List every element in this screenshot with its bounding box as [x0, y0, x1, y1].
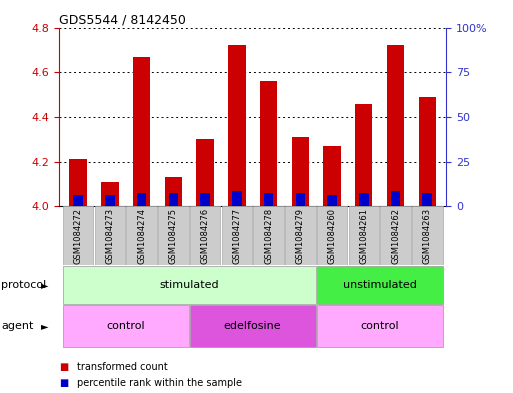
Bar	[101, 182, 119, 206]
Bar	[105, 195, 114, 206]
Bar	[222, 206, 252, 265]
Text: GSM1084277: GSM1084277	[232, 208, 241, 264]
Bar	[165, 177, 182, 206]
Bar	[423, 193, 432, 206]
Bar	[253, 206, 284, 265]
Bar	[200, 193, 210, 206]
Bar	[228, 45, 246, 206]
Text: GSM1084274: GSM1084274	[137, 208, 146, 264]
Bar	[169, 193, 178, 206]
Bar	[133, 57, 150, 206]
Text: stimulated: stimulated	[160, 280, 219, 290]
Bar	[355, 103, 372, 206]
Text: control: control	[106, 321, 145, 331]
Bar	[260, 81, 277, 206]
Bar	[391, 191, 400, 206]
Bar	[359, 193, 368, 206]
Text: GSM1084272: GSM1084272	[73, 208, 83, 264]
Bar	[317, 266, 443, 304]
Bar	[137, 193, 146, 206]
Text: GSM1084262: GSM1084262	[391, 208, 400, 264]
Bar	[295, 193, 305, 206]
Bar	[190, 206, 220, 265]
Text: GSM1084260: GSM1084260	[327, 208, 337, 264]
Text: transformed count: transformed count	[77, 362, 168, 373]
Text: GSM1084263: GSM1084263	[423, 208, 432, 264]
Text: ■: ■	[59, 362, 68, 373]
Bar	[317, 305, 443, 347]
Bar	[285, 206, 315, 265]
Bar	[380, 206, 411, 265]
Bar	[387, 45, 404, 206]
Text: ►: ►	[42, 321, 49, 331]
Text: GSM1084276: GSM1084276	[201, 208, 209, 264]
Text: percentile rank within the sample: percentile rank within the sample	[77, 378, 242, 388]
Text: ►: ►	[42, 280, 49, 290]
Bar	[232, 191, 242, 206]
Bar	[63, 206, 93, 265]
Text: GDS5544 / 8142450: GDS5544 / 8142450	[59, 13, 186, 26]
Bar	[291, 137, 309, 206]
Bar	[348, 206, 379, 265]
Bar	[63, 266, 315, 304]
Bar	[412, 206, 443, 265]
Bar	[63, 305, 188, 347]
Bar	[196, 139, 214, 206]
Text: GSM1084275: GSM1084275	[169, 208, 178, 264]
Text: unstimulated: unstimulated	[343, 280, 417, 290]
Bar	[158, 206, 188, 265]
Text: GSM1084278: GSM1084278	[264, 208, 273, 264]
Bar	[73, 195, 83, 206]
Bar	[419, 97, 436, 206]
Bar	[323, 146, 341, 206]
Bar	[317, 206, 347, 265]
Text: control: control	[360, 321, 399, 331]
Text: ■: ■	[59, 378, 68, 388]
Bar	[264, 193, 273, 206]
Text: agent: agent	[1, 321, 33, 331]
Text: GSM1084279: GSM1084279	[296, 208, 305, 264]
Text: GSM1084273: GSM1084273	[105, 208, 114, 264]
Text: GSM1084261: GSM1084261	[359, 208, 368, 264]
Bar	[69, 160, 87, 206]
Text: edelfosine: edelfosine	[224, 321, 282, 331]
Text: protocol: protocol	[1, 280, 46, 290]
Bar	[126, 206, 157, 265]
Bar	[327, 195, 337, 206]
Bar	[94, 206, 125, 265]
Bar	[190, 305, 315, 347]
